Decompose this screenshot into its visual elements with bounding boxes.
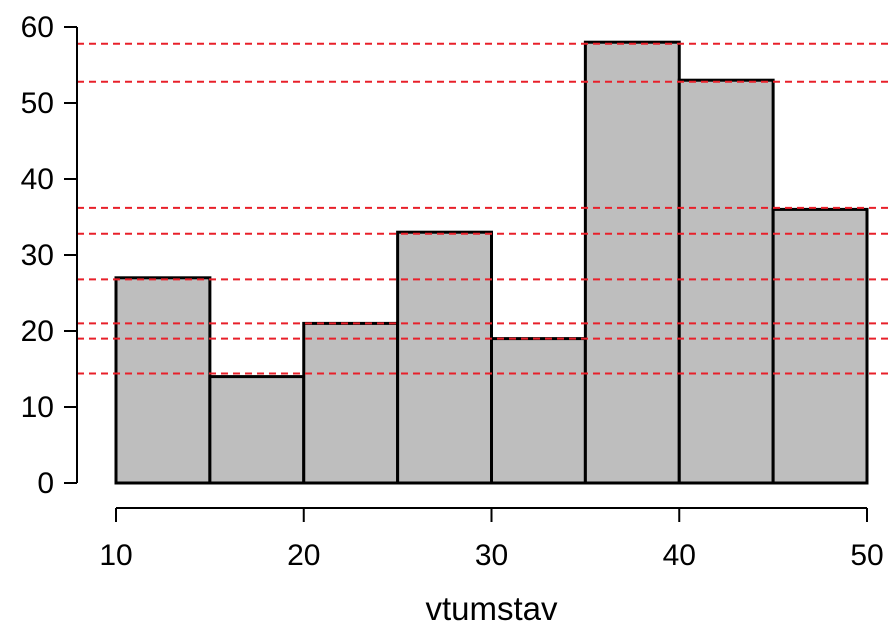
y-tick-label: 40	[21, 163, 54, 196]
x-tick-label: 30	[475, 539, 508, 572]
y-tick-label: 60	[21, 11, 54, 44]
bars-layer	[114, 40, 869, 485]
x-axis-title: vtumstav	[425, 590, 558, 627]
histogram-bar	[396, 230, 493, 485]
histogram-bar	[677, 78, 775, 485]
y-tick-label: 20	[21, 315, 54, 348]
y-tick-label: 50	[21, 87, 54, 120]
histogram-bar	[114, 276, 212, 485]
x-axis: 10 20 30 40 50	[99, 507, 884, 572]
histogram-bar	[771, 207, 869, 485]
y-tick-label: 0	[37, 467, 54, 500]
histogram-bar	[208, 375, 306, 485]
x-tick-label: 50	[850, 539, 883, 572]
y-tick-label: 10	[21, 391, 54, 424]
x-tick-label: 20	[287, 539, 320, 572]
x-tick-label: 40	[663, 539, 696, 572]
y-tick-label: 30	[21, 239, 54, 272]
histogram-bar	[583, 40, 681, 485]
x-tick-label: 10	[99, 539, 132, 572]
histogram-bar	[302, 321, 400, 485]
y-axis: 0 10 20 30 40 50 60	[21, 11, 78, 500]
reference-lines-layer	[77, 42, 889, 375]
histogram-bar	[490, 337, 587, 485]
